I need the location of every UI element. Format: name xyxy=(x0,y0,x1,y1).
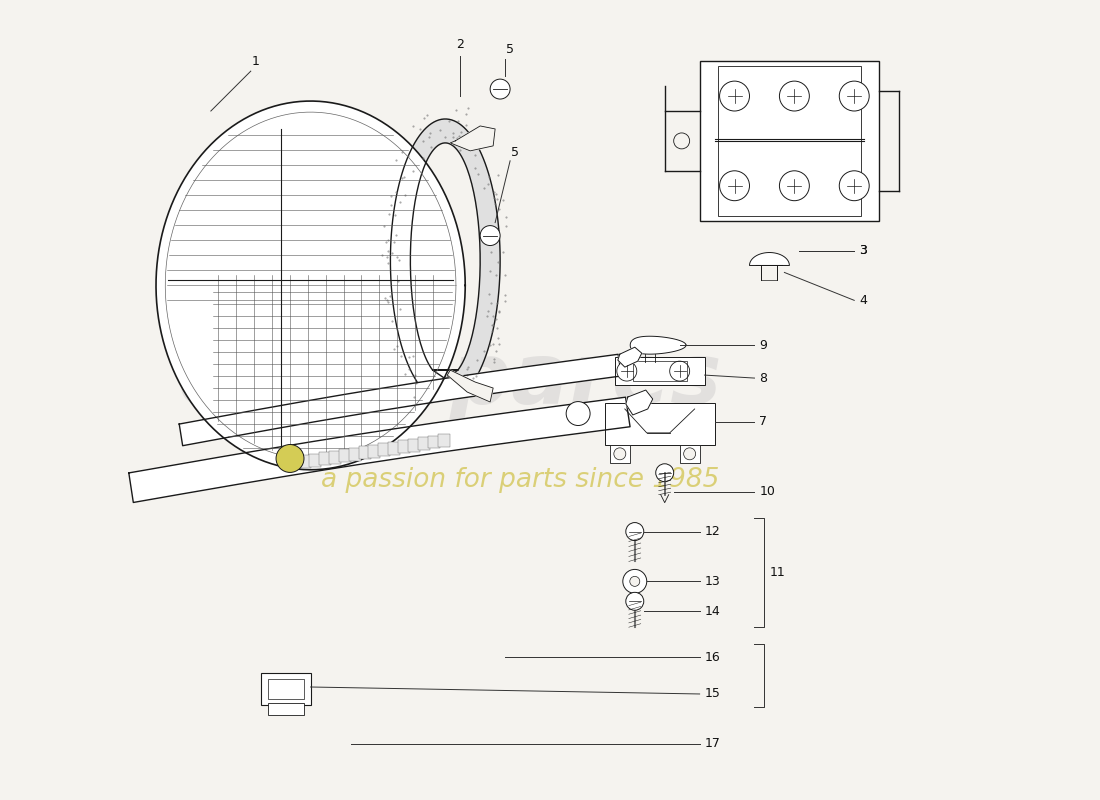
Circle shape xyxy=(276,445,304,473)
Bar xyxy=(632,361,686,381)
Polygon shape xyxy=(448,370,493,402)
Bar xyxy=(267,703,304,715)
Bar xyxy=(605,403,715,445)
Bar xyxy=(349,448,361,461)
Text: 12: 12 xyxy=(705,525,720,538)
Circle shape xyxy=(719,81,749,111)
Text: 3: 3 xyxy=(859,244,867,257)
Text: 8: 8 xyxy=(759,371,768,385)
Bar xyxy=(359,446,371,459)
Text: 15: 15 xyxy=(705,687,720,701)
Bar xyxy=(680,445,700,462)
Circle shape xyxy=(684,448,695,460)
Polygon shape xyxy=(390,119,501,392)
Bar xyxy=(309,454,321,466)
Text: 2: 2 xyxy=(456,38,464,51)
Polygon shape xyxy=(618,347,641,367)
Bar xyxy=(368,445,381,458)
Text: eurospares: eurospares xyxy=(178,338,723,422)
Text: 3: 3 xyxy=(859,244,867,257)
Circle shape xyxy=(623,570,647,594)
Text: 1: 1 xyxy=(252,55,260,68)
FancyBboxPatch shape xyxy=(700,61,879,221)
Polygon shape xyxy=(749,253,790,266)
Text: 13: 13 xyxy=(705,575,720,588)
Circle shape xyxy=(839,170,869,201)
Bar xyxy=(378,443,390,456)
Text: 14: 14 xyxy=(705,605,720,618)
Circle shape xyxy=(780,81,810,111)
Circle shape xyxy=(481,226,500,246)
Circle shape xyxy=(630,576,640,586)
Bar xyxy=(408,438,420,451)
Polygon shape xyxy=(179,354,622,446)
Polygon shape xyxy=(630,336,686,354)
Bar xyxy=(428,435,440,449)
Text: a passion for parts since 1985: a passion for parts since 1985 xyxy=(321,466,719,493)
Bar xyxy=(418,437,430,450)
Bar xyxy=(339,449,351,462)
Bar xyxy=(319,452,331,465)
Bar xyxy=(329,450,341,464)
Text: 9: 9 xyxy=(759,338,768,352)
Circle shape xyxy=(673,133,690,149)
Polygon shape xyxy=(626,390,652,415)
Polygon shape xyxy=(129,397,630,502)
Bar xyxy=(398,440,410,453)
Text: 11: 11 xyxy=(769,566,785,579)
Circle shape xyxy=(839,81,869,111)
Bar xyxy=(438,434,450,447)
Circle shape xyxy=(614,448,626,460)
Circle shape xyxy=(617,361,637,381)
Bar xyxy=(609,445,630,462)
Polygon shape xyxy=(450,126,495,151)
Circle shape xyxy=(670,361,690,381)
Circle shape xyxy=(626,592,644,610)
Circle shape xyxy=(656,464,673,482)
Bar xyxy=(261,673,310,705)
Circle shape xyxy=(719,170,749,201)
Text: 10: 10 xyxy=(759,485,775,498)
Circle shape xyxy=(491,79,510,99)
Text: 16: 16 xyxy=(705,650,720,664)
Circle shape xyxy=(566,402,590,426)
Polygon shape xyxy=(156,101,465,470)
Circle shape xyxy=(626,522,644,541)
Bar xyxy=(615,357,705,385)
Text: 5: 5 xyxy=(506,43,514,56)
Text: 4: 4 xyxy=(859,294,867,307)
Bar xyxy=(267,679,304,699)
Bar xyxy=(299,455,311,468)
Bar xyxy=(388,442,400,454)
Text: 17: 17 xyxy=(705,738,720,750)
Text: 7: 7 xyxy=(759,415,768,429)
Text: 5: 5 xyxy=(512,146,519,159)
Circle shape xyxy=(780,170,810,201)
